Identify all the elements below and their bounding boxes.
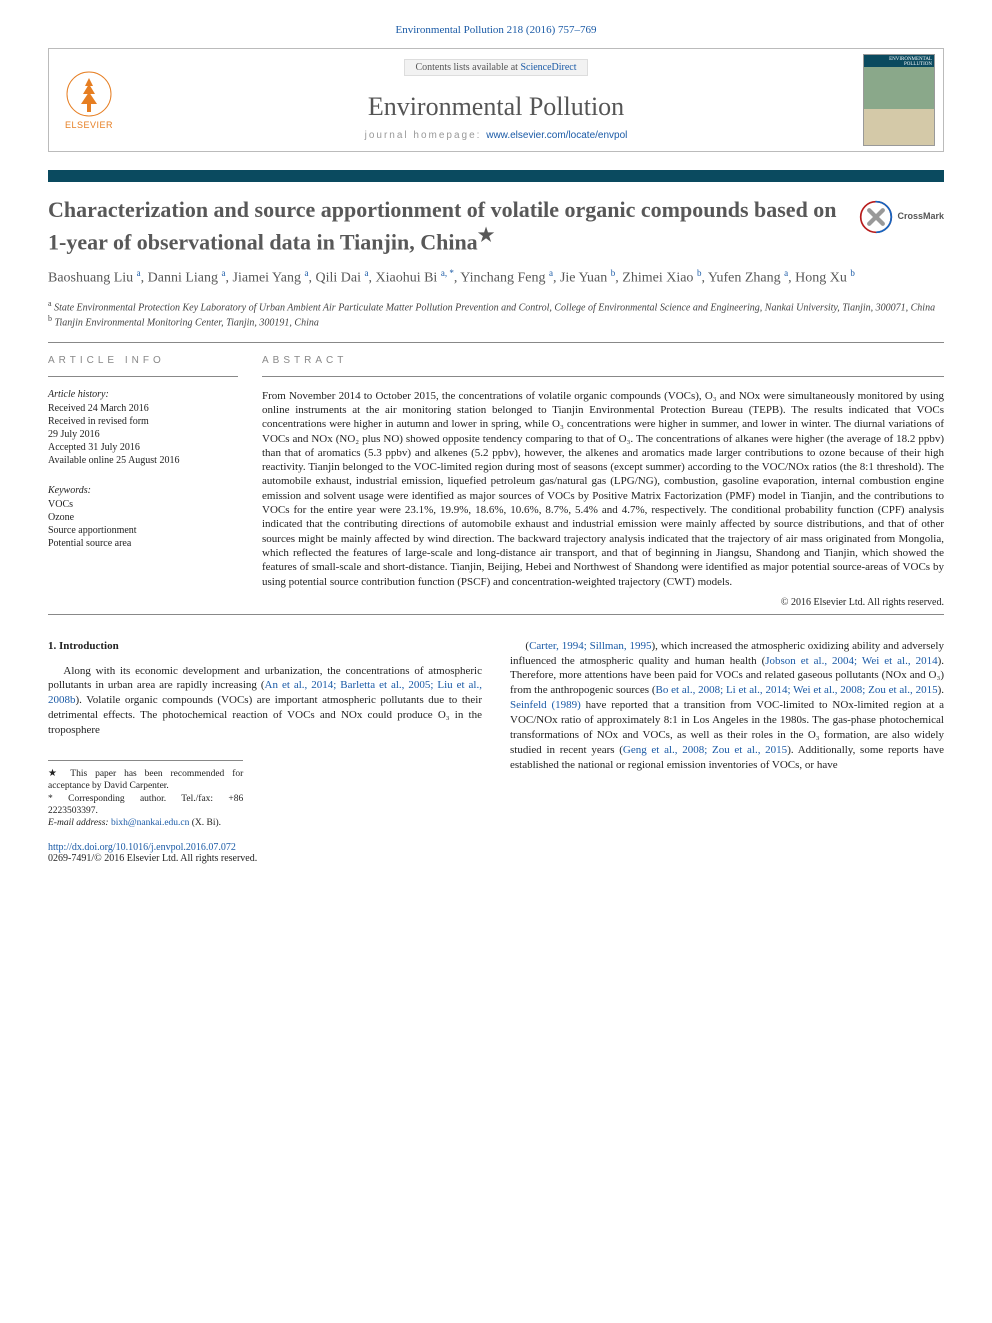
citation-link[interactable]: An et al., 2014; Barletta et al., 2005; … — [48, 679, 482, 706]
abstract-text: From November 2014 to October 2015, the … — [262, 389, 944, 589]
intro-column-right: (Carter, 1994; Sillman, 1995), which inc… — [510, 639, 944, 830]
elsevier-tree-icon — [65, 70, 113, 118]
keyword-item: Potential source area — [48, 537, 238, 550]
crossmark-badge[interactable]: CrossMark — [859, 200, 944, 234]
abstract-column: ABSTRACT From November 2014 to October 2… — [262, 355, 944, 608]
journal-cover-thumbnail[interactable]: ENVIRONMENTAL POLLUTION — [863, 54, 935, 146]
affiliation-a: a State Environmental Protection Key Lab… — [48, 299, 944, 314]
abstract-rule — [262, 376, 944, 377]
info-rule — [48, 376, 238, 377]
sciencedirect-link[interactable]: ScienceDirect — [520, 62, 576, 73]
history-list: Received 24 March 2016Received in revise… — [48, 402, 238, 467]
citation-link[interactable]: Bo et al., 2008; Li et al., 2014; Wei et… — [656, 684, 938, 696]
keyword-item: Ozone — [48, 511, 238, 524]
history-item: Received in revised form — [48, 415, 238, 428]
history-item: Accepted 31 July 2016 — [48, 441, 238, 454]
intro-column-left: 1. Introduction Along with its economic … — [48, 639, 482, 830]
citation-link[interactable]: Carter, 1994; Sillman, 1995 — [529, 640, 651, 652]
cover-title-text: ENVIRONMENTAL POLLUTION — [866, 57, 932, 67]
journal-header: ELSEVIER Contents lists available at Sci… — [48, 48, 944, 152]
footnotes: ★ This paper has been recommended for ac… — [48, 760, 243, 830]
metadata-row: ARTICLE INFO Article history: Received 2… — [48, 355, 944, 608]
contents-available-line: Contents lists available at ScienceDirec… — [404, 59, 587, 76]
email-attribution: (X. Bi). — [192, 818, 221, 828]
crossmark-icon — [859, 200, 893, 234]
publisher-name: ELSEVIER — [65, 120, 113, 130]
publisher-logo[interactable]: ELSEVIER — [49, 55, 129, 145]
section-bar — [48, 170, 944, 182]
intro-paragraph-1: Along with its economic development and … — [48, 664, 482, 738]
abstract-copyright: © 2016 Elsevier Ltd. All rights reserved… — [262, 597, 944, 608]
citation-link[interactable]: Jobson et al., 2004; Wei et al., 2014 — [765, 655, 937, 667]
separator-rule — [48, 342, 944, 343]
contents-prefix: Contents lists available at — [415, 62, 520, 73]
header-middle: Contents lists available at ScienceDirec… — [129, 49, 863, 151]
affiliations: a State Environmental Protection Key Lab… — [48, 299, 944, 330]
corresponding-author-text: Corresponding author. Tel./fax: +86 2223… — [48, 794, 243, 816]
keywords-list: VOCsOzoneSource apportionmentPotential s… — [48, 498, 238, 550]
article-info-column: ARTICLE INFO Article history: Received 2… — [48, 355, 238, 608]
history-label: Article history: — [48, 389, 238, 400]
issn-copyright-line: 0269-7491/© 2016 Elsevier Ltd. All right… — [48, 853, 257, 864]
history-item: Received 24 March 2016 — [48, 402, 238, 415]
email-label: E-mail address: — [48, 818, 109, 828]
footnote-star: ★ This paper has been recommended for ac… — [48, 767, 243, 793]
crossmark-label: CrossMark — [897, 211, 944, 222]
homepage-prefix: journal homepage: — [365, 130, 487, 141]
journal-homepage-line: journal homepage: www.elsevier.com/locat… — [129, 130, 863, 141]
corresponding-email-link[interactable]: bixh@nankai.edu.cn — [111, 818, 189, 828]
article-title-text: Characterization and source apportionmen… — [48, 197, 837, 254]
abstract-heading: ABSTRACT — [262, 355, 944, 366]
keyword-item: VOCs — [48, 498, 238, 511]
history-item: 29 July 2016 — [48, 428, 238, 441]
journal-title: Environmental Pollution — [129, 92, 863, 122]
doi-link[interactable]: http://dx.doi.org/10.1016/j.envpol.2016.… — [48, 842, 236, 853]
article-title: Characterization and source apportionmen… — [48, 196, 944, 255]
introduction-section: 1. Introduction Along with its economic … — [48, 639, 944, 830]
page-footer: http://dx.doi.org/10.1016/j.envpol.2016.… — [48, 842, 944, 864]
author-list: Baoshuang Liu a, Danni Liang a, Jiamei Y… — [48, 267, 944, 289]
intro-heading: 1. Introduction — [48, 639, 482, 654]
intro-paragraph-2: (Carter, 1994; Sillman, 1995), which inc… — [510, 639, 944, 773]
article-info-heading: ARTICLE INFO — [48, 355, 238, 366]
journal-homepage-link[interactable]: www.elsevier.com/locate/envpol — [486, 130, 627, 141]
affiliation-b: b Tianjin Environmental Monitoring Cente… — [48, 314, 944, 329]
affiliation-a-text: State Environmental Protection Key Labor… — [54, 302, 935, 313]
title-footnote-marker: ★ — [478, 225, 494, 245]
journal-reference: Environmental Pollution 218 (2016) 757–7… — [48, 24, 944, 36]
citation-link[interactable]: Seinfeld (1989) — [510, 699, 581, 711]
footnote-corresponding: * Corresponding author. Tel./fax: +86 22… — [48, 793, 243, 818]
history-item: Available online 25 August 2016 — [48, 454, 238, 467]
citation-link[interactable]: Geng et al., 2008; Zou et al., 2015 — [623, 744, 787, 756]
keyword-item: Source apportionment — [48, 524, 238, 537]
footnote-email: E-mail address: bixh@nankai.edu.cn (X. B… — [48, 817, 243, 829]
affiliation-b-text: Tianjin Environmental Monitoring Center,… — [55, 318, 319, 329]
separator-rule-2 — [48, 614, 944, 615]
footnote-star-text: This paper has been recommended for acce… — [48, 769, 243, 791]
keywords-label: Keywords: — [48, 485, 238, 496]
